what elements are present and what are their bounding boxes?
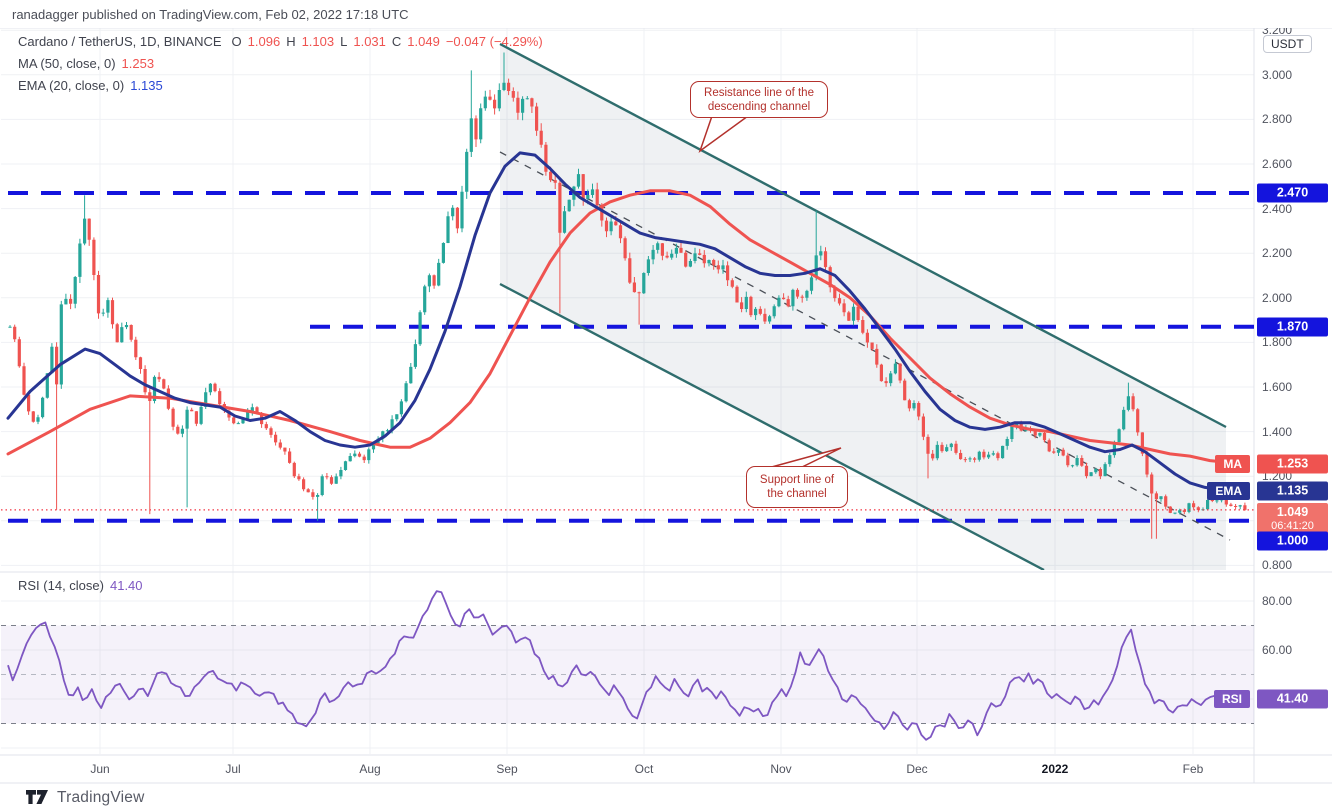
time-axis-label-jun: Jun — [90, 762, 110, 776]
price-axis-tick: 2.200 — [1262, 246, 1293, 260]
change-value: −0.047 (−4.29%) — [445, 34, 543, 49]
price-axis-tick: 1.800 — [1262, 335, 1293, 349]
high-label: H — [286, 34, 296, 49]
annotation-resistance-callout[interactable]: Resistance line of the descending channe… — [690, 81, 828, 118]
rsi-label: RSI (14, close) — [18, 578, 104, 593]
annotation-support-callout[interactable]: Support line of the channel — [746, 466, 848, 508]
channel-support-line[interactable] — [499, 282, 1045, 570]
publish-info-text: ranadagger published on TradingView.com,… — [12, 6, 409, 22]
channel-resistance-line[interactable] — [499, 42, 1227, 429]
price-axis-tick: 3.000 — [1262, 68, 1293, 82]
price-axis-tick: 2.600 — [1262, 157, 1293, 171]
ema-value: 1.135 — [130, 78, 163, 93]
rsi-axis-tick: 80.00 — [1262, 594, 1293, 608]
brand-footer: TradingView — [0, 784, 1332, 811]
close-value: 1.049 — [407, 34, 440, 49]
time-axis-label-2022: 2022 — [1041, 762, 1069, 776]
time-axis-label-dec: Dec — [906, 762, 928, 776]
price-axis-badge-1049: 1.049 06:41:20 — [1257, 503, 1328, 535]
close-label: C — [391, 34, 402, 49]
ema20-line[interactable] — [6, 151, 1250, 493]
rsi-value-badge: 41.40 — [1257, 689, 1328, 709]
tradingview-logo-icon[interactable] — [26, 789, 49, 807]
rsi-value: 41.40 — [109, 578, 143, 593]
price-axis-tick: 2.400 — [1262, 202, 1293, 216]
annotation-text: the channel — [767, 488, 827, 500]
price-axis-badge-1000: 1.000 — [1257, 531, 1328, 551]
annotation-text: Support line of — [759, 474, 835, 486]
ema-legend-row[interactable]: EMA (20, close, 0) 1.135 — [18, 78, 543, 93]
rsi-axis-tick: 60.00 — [1262, 643, 1293, 657]
high-value: 1.103 — [301, 34, 335, 49]
time-axis-label-nov: Nov — [770, 762, 792, 776]
price-axis-badge-1135: 1.135 — [1257, 481, 1328, 501]
annotation-text: Resistance line of the — [704, 86, 814, 99]
indicator-badge-rsi: RSI — [1213, 690, 1250, 708]
low-label: L — [340, 34, 348, 49]
time-axis-label-aug: Aug — [359, 762, 381, 776]
time-axis-label-jul: Jul — [225, 762, 241, 776]
brand-name: TradingView — [57, 788, 145, 806]
time-axis-label-feb: Feb — [1182, 762, 1204, 776]
chart-legend: Cardano / TetherUS, 1D, BINANCE O 1.096 H… — [18, 34, 543, 100]
price-axis-badge-1253: 1.253 — [1257, 454, 1328, 474]
price-axis-badge-2470: 2.470 — [1257, 183, 1328, 203]
ma-legend-row[interactable]: MA (50, close, 0) 1.253 — [18, 56, 543, 71]
annotation-text: descending channel — [707, 100, 811, 113]
price-axis-badge-1870: 1.870 — [1257, 317, 1328, 337]
rsi-legend: RSI (14, close) 41.40 — [18, 578, 143, 600]
time-axis-label-sep: Sep — [496, 762, 518, 776]
currency-unit-badge[interactable]: USDT — [1263, 35, 1312, 53]
indicator-badge-ma: MA — [1215, 455, 1250, 473]
price-axis-tick: 2.800 — [1262, 112, 1293, 126]
bar-countdown: 06:41:20 — [1271, 520, 1314, 532]
symbol-legend-row[interactable]: Cardano / TetherUS, 1D, BINANCE O 1.096 H… — [18, 34, 543, 49]
low-value: 1.031 — [353, 34, 386, 49]
price-axis-tick: 2.000 — [1262, 291, 1293, 305]
price-axis-tick: 0.800 — [1262, 558, 1293, 572]
rsi-legend-row[interactable]: RSI (14, close) 41.40 — [18, 578, 143, 593]
rsi-line[interactable] — [7, 590, 1244, 741]
annotation-tail — [698, 115, 751, 154]
open-label: O — [231, 34, 242, 49]
channel-midline[interactable] — [499, 151, 1231, 541]
publish-info-bar: ranadagger published on TradingView.com,… — [0, 0, 1332, 28]
open-value: 1.096 — [247, 34, 281, 49]
price-axis-tick: 1.600 — [1262, 380, 1293, 394]
ema-label: EMA (20, close, 0) — [18, 78, 125, 93]
symbol-title: Cardano / TetherUS, 1D, BINANCE — [18, 34, 222, 49]
ma-label: MA (50, close, 0) — [18, 56, 116, 71]
ma-value: 1.253 — [121, 56, 155, 71]
indicator-badge-ema: EMA — [1207, 482, 1250, 500]
time-axis-label-oct: Oct — [634, 762, 654, 776]
price-axis-tick: 1.400 — [1262, 425, 1293, 439]
